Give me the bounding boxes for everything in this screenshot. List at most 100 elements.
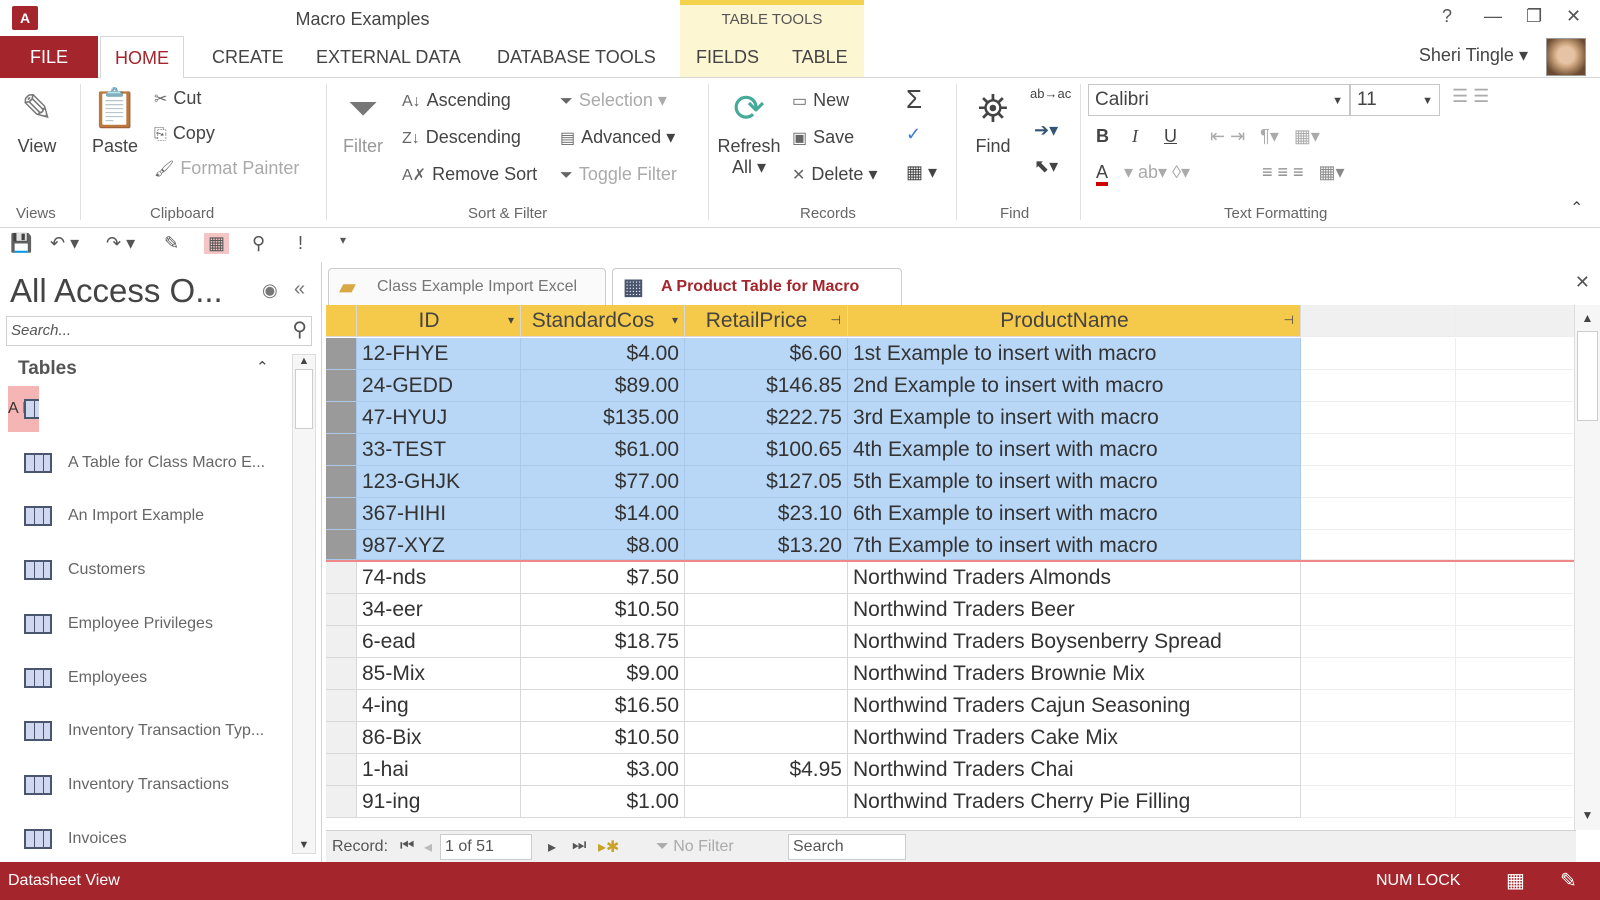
nav-item[interactable]: Customers <box>8 547 284 593</box>
table-cell[interactable]: 987-XYZ <box>357 530 521 560</box>
table-cell[interactable]: Northwind Traders Brownie Mix <box>848 658 1301 690</box>
column-header[interactable]: ProductName ⊣ <box>848 305 1301 337</box>
design-view-icon[interactable]: ✎ <box>1560 870 1577 892</box>
sort-indicator-icon[interactable]: ⊣ <box>1283 313 1294 327</box>
pin-icon[interactable]: ⚲ <box>252 233 266 253</box>
advanced-button[interactable]: ▤ Advanced ▾ <box>560 127 676 147</box>
font-name-select[interactable]: Calibri ▼ <box>1088 84 1350 116</box>
scroll-up-icon[interactable]: ▲ <box>1581 311 1594 325</box>
refresh-all-button[interactable]: ⟳ Refresh All ▾ <box>712 82 786 178</box>
table-cell[interactable]: $14.00 <box>521 498 685 530</box>
table-cell[interactable]: 91-ing <box>357 786 521 818</box>
cut-button[interactable]: ✂ Cut <box>154 88 201 109</box>
filter-button[interactable]: ⏷ Filter <box>336 82 390 157</box>
row-selector[interactable] <box>326 402 357 434</box>
toggle-filter-button[interactable]: ⏷ Toggle Filter <box>560 164 677 185</box>
table-cell[interactable]: Northwind Traders Almonds <box>848 562 1301 594</box>
nav-item[interactable]: A Table for Class Macro E... <box>8 440 284 486</box>
table-cell[interactable]: Northwind Traders Cajun Seasoning <box>848 690 1301 722</box>
align-icons[interactable]: ≡ ≡ ≡ ▦▾ <box>1262 162 1345 182</box>
access-app-icon[interactable]: A <box>12 6 38 30</box>
replace-icon[interactable]: ab→ac <box>1030 86 1072 101</box>
row-selector[interactable] <box>326 305 357 337</box>
ascending-button[interactable]: A↓ Ascending <box>402 90 511 111</box>
table-cell[interactable]: $127.05 <box>685 466 848 498</box>
next-record-button[interactable]: ▸ <box>548 839 557 856</box>
datasheet-view-icon[interactable]: ▦ <box>204 233 230 254</box>
paste-button[interactable]: 📋 Paste <box>90 82 140 157</box>
record-search-input[interactable]: Search <box>788 834 906 860</box>
table-cell[interactable]: $18.75 <box>521 626 685 658</box>
avatar[interactable] <box>1546 38 1586 76</box>
nav-pane-title[interactable]: All Access O... <box>10 272 223 309</box>
table-cell[interactable]: 1-hai <box>357 754 521 786</box>
table-cell[interactable]: Northwind Traders Boysenberry Spread <box>848 626 1301 658</box>
help-icon[interactable]: ? <box>1442 6 1453 26</box>
minimize-button[interactable]: — <box>1484 6 1502 26</box>
current-record-input[interactable]: 1 of 51 <box>440 834 532 860</box>
row-selector[interactable] <box>326 690 357 722</box>
table-cell[interactable]: Northwind Traders Cake Mix <box>848 722 1301 754</box>
table-cell[interactable]: 123-GHJK <box>357 466 521 498</box>
collapse-ribbon-icon[interactable]: ⌃ <box>1570 200 1584 217</box>
new-record-button[interactable]: ▭ New <box>792 90 849 111</box>
tab-table[interactable]: TABLE <box>792 47 848 67</box>
table-cell[interactable]: $8.00 <box>521 530 685 560</box>
table-cell[interactable]: $4.00 <box>521 338 685 370</box>
table-cell[interactable]: 24-GEDD <box>357 370 521 402</box>
redo-icon[interactable]: ↷ ▾ <box>106 233 136 253</box>
underline-button[interactable]: U <box>1164 126 1177 146</box>
table-cell[interactable]: 6th Example to insert with macro <box>848 498 1301 530</box>
descending-button[interactable]: Z↓ Descending <box>402 127 521 148</box>
table-cell[interactable]: $77.00 <box>521 466 685 498</box>
selection-button[interactable]: ⏷ Selection ▾ <box>560 90 667 110</box>
table-cell[interactable]: $9.00 <box>521 658 685 690</box>
table-cell[interactable]: $222.75 <box>685 402 848 434</box>
table-cell[interactable]: 7th Example to insert with macro <box>848 530 1301 560</box>
customize-qat-icon[interactable]: ▾ <box>340 233 347 247</box>
font-size-select[interactable]: 11 ▼ <box>1350 84 1440 116</box>
row-selector[interactable] <box>326 530 357 560</box>
table-cell[interactable] <box>685 562 848 594</box>
save-icon[interactable]: 💾 <box>10 233 33 253</box>
table-cell[interactable]: 5th Example to insert with macro <box>848 466 1301 498</box>
table-cell[interactable]: Northwind Traders Beer <box>848 594 1301 626</box>
row-selector[interactable] <box>326 434 357 466</box>
column-header[interactable]: RetailPrice ⊣ <box>685 305 848 337</box>
scroll-thumb[interactable] <box>1577 331 1598 421</box>
doc-tab-product-table[interactable]: ▦ A Product Table for Macro <box>612 268 902 306</box>
row-selector[interactable] <box>326 658 357 690</box>
column-header[interactable]: ID ▾ <box>357 305 521 337</box>
scroll-thumb[interactable] <box>295 369 313 429</box>
nav-item[interactable]: Employees <box>8 655 284 701</box>
row-selector[interactable] <box>326 498 357 530</box>
collapse-section-icon[interactable]: ⌃ <box>256 359 269 376</box>
table-cell[interactable]: 34-eer <box>357 594 521 626</box>
datasheet-view-icon[interactable]: ▦ <box>1506 870 1525 892</box>
scroll-down-icon[interactable]: ▼ <box>1581 808 1594 822</box>
close-button[interactable]: ✕ <box>1566 6 1582 26</box>
nav-item[interactable]: Invoices <box>8 816 284 862</box>
table-cell[interactable]: Northwind Traders Chai <box>848 754 1301 786</box>
close-document-icon[interactable]: ✕ <box>1574 272 1590 292</box>
row-selector[interactable] <box>326 562 357 594</box>
table-cell[interactable] <box>685 786 848 818</box>
row-selector[interactable] <box>326 754 357 786</box>
nav-item[interactable]: Inventory Transactions <box>8 762 284 808</box>
chevron-down-icon[interactable]: ▾ <box>671 313 678 327</box>
row-selector[interactable] <box>326 594 357 626</box>
collapse-pane-icon[interactable]: « <box>294 278 306 300</box>
table-cell[interactable]: 3rd Example to insert with macro <box>848 402 1301 434</box>
highlight-and-fill-icons[interactable]: ▾ ab▾ ◊▾ <box>1124 162 1191 182</box>
tab-create[interactable]: CREATE <box>212 47 284 67</box>
table-cell[interactable]: 1st Example to insert with macro <box>848 338 1301 370</box>
datasheet-scrollbar[interactable]: ▲ ▼ <box>1574 305 1600 830</box>
table-cell[interactable]: $3.00 <box>521 754 685 786</box>
row-selector[interactable] <box>326 466 357 498</box>
delete-record-button[interactable]: ✕ Delete ▾ <box>792 164 878 184</box>
nav-scrollbar[interactable]: ▲ ▼ <box>292 354 316 854</box>
tab-home[interactable]: HOME <box>100 36 184 79</box>
table-cell[interactable]: 367-HIHI <box>357 498 521 530</box>
table-cell[interactable]: $16.50 <box>521 690 685 722</box>
table-cell[interactable]: $10.50 <box>521 722 685 754</box>
